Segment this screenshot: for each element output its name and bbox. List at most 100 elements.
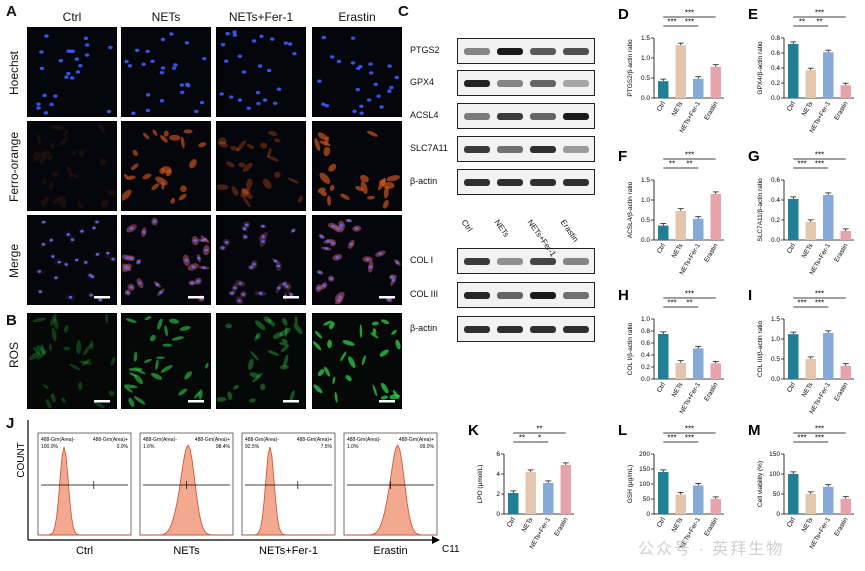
chart-g: G SLC7A11/β-actin ratio 0.0 0.2 0.4 0.6 Ctrl NE… bbox=[748, 148, 854, 276]
chart-h-ylabel: COL I/β-actin ratio bbox=[627, 322, 634, 375]
significance-label: ** bbox=[536, 425, 542, 434]
panel-letter-d: D bbox=[618, 6, 629, 23]
blot-lane-label-3: Erastin bbox=[558, 218, 581, 244]
blot-strip-top-4 bbox=[457, 169, 595, 195]
x-tick-label: NETs bbox=[801, 242, 815, 260]
svg-text:92.5%: 92.5% bbox=[245, 444, 260, 450]
panel-letter-j: J bbox=[6, 415, 15, 432]
flow-sample-label-1: NETs bbox=[173, 545, 200, 557]
y-tick-label: 4 bbox=[496, 471, 500, 478]
y-tick-label: 50 bbox=[643, 496, 651, 503]
significance-label: *** bbox=[815, 160, 824, 169]
row-head-ferro-orange: Ferro-orange bbox=[7, 131, 21, 203]
micrograph-ros-nets-fer-1 bbox=[216, 313, 306, 409]
x-tick-label: NETs bbox=[801, 100, 815, 118]
significance-label: *** bbox=[815, 299, 824, 308]
blot-strip-bottom-2 bbox=[457, 316, 595, 342]
y-tick-label: 6 bbox=[496, 451, 500, 458]
x-tick-label: Erastin bbox=[703, 100, 719, 121]
col-head-ctrl: Ctrl bbox=[62, 10, 82, 24]
y-tick-label: 0.6 bbox=[771, 50, 780, 57]
flow-histogram-0: 488-Grn(Area)- 488-Grn(Area)+ 100.0% 0.0% bbox=[37, 432, 132, 536]
flow-x-arrow bbox=[432, 536, 440, 544]
bar-erastin bbox=[710, 363, 721, 379]
blot-label-top-3: SLC7A11 bbox=[410, 143, 448, 153]
y-tick-label: 0.5 bbox=[641, 75, 650, 82]
chart-f-ylabel: ACSL4/β-actin ratio bbox=[627, 181, 634, 238]
svg-text:1.0%: 1.0% bbox=[347, 444, 359, 450]
chart-l-ylabel: GSH (μg/mL) bbox=[627, 465, 634, 503]
svg-text:488-Grn(Area)-: 488-Grn(Area)- bbox=[41, 437, 75, 443]
significance-label: *** bbox=[685, 290, 694, 299]
x-tick-label: Ctrl bbox=[786, 100, 797, 113]
chart-h: H COL I/β-actin ratio 0.0 0.2 0.4 0.6 0.8 1.0 Ct… bbox=[618, 287, 724, 415]
significance-label: *** bbox=[667, 434, 676, 443]
y-tick-label: 0.2 bbox=[771, 217, 780, 224]
x-tick-label: Erastin bbox=[833, 381, 849, 402]
bar-erastin bbox=[840, 231, 851, 240]
x-tick-label: NETs bbox=[671, 100, 685, 118]
x-tick-label: Ctrl bbox=[786, 381, 797, 394]
chart-m-ylabel: Cell viability (%) bbox=[757, 461, 764, 507]
significance-label: *** bbox=[815, 151, 824, 160]
panel-letter-k: K bbox=[468, 422, 479, 439]
micrograph-hoechst-ctrl bbox=[27, 27, 117, 117]
blot-lane-label-0: Ctrl bbox=[459, 218, 475, 234]
panel-letter-h: H bbox=[618, 287, 629, 304]
blot-label-bottom-1: COL III bbox=[410, 289, 439, 299]
significance-label: *** bbox=[815, 9, 824, 18]
bar-nets bbox=[805, 70, 816, 98]
bar-nets-fer-1 bbox=[693, 348, 704, 379]
y-tick-label: 2 bbox=[496, 491, 500, 498]
bar-ctrl bbox=[508, 493, 519, 514]
chart-i: I COL III/β-actin ratio 0.0 0.5 1.0 1.5 Ctrl NE… bbox=[748, 287, 854, 415]
significance-label: *** bbox=[667, 18, 676, 27]
micrograph-hoechst-nets bbox=[121, 27, 211, 117]
x-tick-label: Ctrl bbox=[656, 100, 667, 113]
blot-strip-top-2 bbox=[457, 103, 595, 129]
bar-nets bbox=[805, 494, 816, 514]
blot-label-top-0: PTGS2 bbox=[410, 45, 440, 55]
blot-label-top-2: ACSL4 bbox=[410, 110, 439, 120]
svg-text:488-Grn(Area)-: 488-Grn(Area)- bbox=[143, 437, 177, 443]
y-tick-label: 200 bbox=[639, 451, 650, 458]
bar-ctrl bbox=[788, 199, 799, 240]
significance-label: *** bbox=[685, 9, 694, 18]
svg-text:488-Grn(Area)+: 488-Grn(Area)+ bbox=[297, 437, 332, 443]
x-tick-label: NETs bbox=[521, 516, 535, 534]
micrograph-merge-nets-fer-1 bbox=[216, 215, 306, 305]
chart-e: E GPX4/β-actin ratio 0.0 0.2 0.4 0.6 0.8 Ctrl NE… bbox=[748, 6, 854, 134]
significance-label: *** bbox=[797, 299, 806, 308]
significance-label: *** bbox=[797, 160, 806, 169]
chart-f: F ACSL4/β-actin ratio 0.0 0.5 1.0 1.5 Ctrl NETs… bbox=[618, 148, 724, 276]
blot-lane-label-1: NETs bbox=[492, 218, 511, 239]
y-tick-label: 0.6 bbox=[641, 340, 650, 347]
micrograph-merge-nets bbox=[121, 215, 211, 305]
x-tick-label: NETs bbox=[671, 381, 685, 399]
chart-d-ylabel: PTGS2/β-actin ratio bbox=[627, 39, 634, 97]
significance-label: ** bbox=[669, 160, 675, 169]
bar-nets-fer-1 bbox=[823, 333, 834, 379]
bar-nets-fer-1 bbox=[693, 218, 704, 240]
y-tick-label: 50 bbox=[773, 491, 781, 498]
panel-letter-e: E bbox=[748, 6, 758, 23]
y-tick-label: 0.2 bbox=[641, 364, 650, 371]
micrograph-merge-erastin bbox=[312, 215, 402, 305]
bar-ctrl bbox=[658, 472, 669, 514]
bar-erastin bbox=[710, 66, 721, 98]
bar-nets-fer-1 bbox=[823, 52, 834, 98]
col-head-nets-fer1: NETs+Fer-1 bbox=[228, 10, 294, 24]
x-tick-label: Ctrl bbox=[656, 242, 667, 255]
chart-d: D PTGS2/β-actin ratio 0.0 0.5 1.0 1.5 Ctrl NETs… bbox=[618, 6, 724, 134]
y-tick-label: 1.0 bbox=[641, 55, 650, 62]
blot-strip-top-0 bbox=[457, 38, 595, 64]
svg-text:98.4%: 98.4% bbox=[216, 444, 231, 450]
row-head-merge: Merge bbox=[7, 244, 21, 279]
y-tick-label: 100 bbox=[769, 471, 780, 478]
significance-label: ** bbox=[816, 18, 822, 27]
micrograph-ros-erastin bbox=[312, 313, 402, 409]
panel-letter-m: M bbox=[748, 422, 761, 439]
micrograph-ferro-nets bbox=[121, 121, 211, 211]
